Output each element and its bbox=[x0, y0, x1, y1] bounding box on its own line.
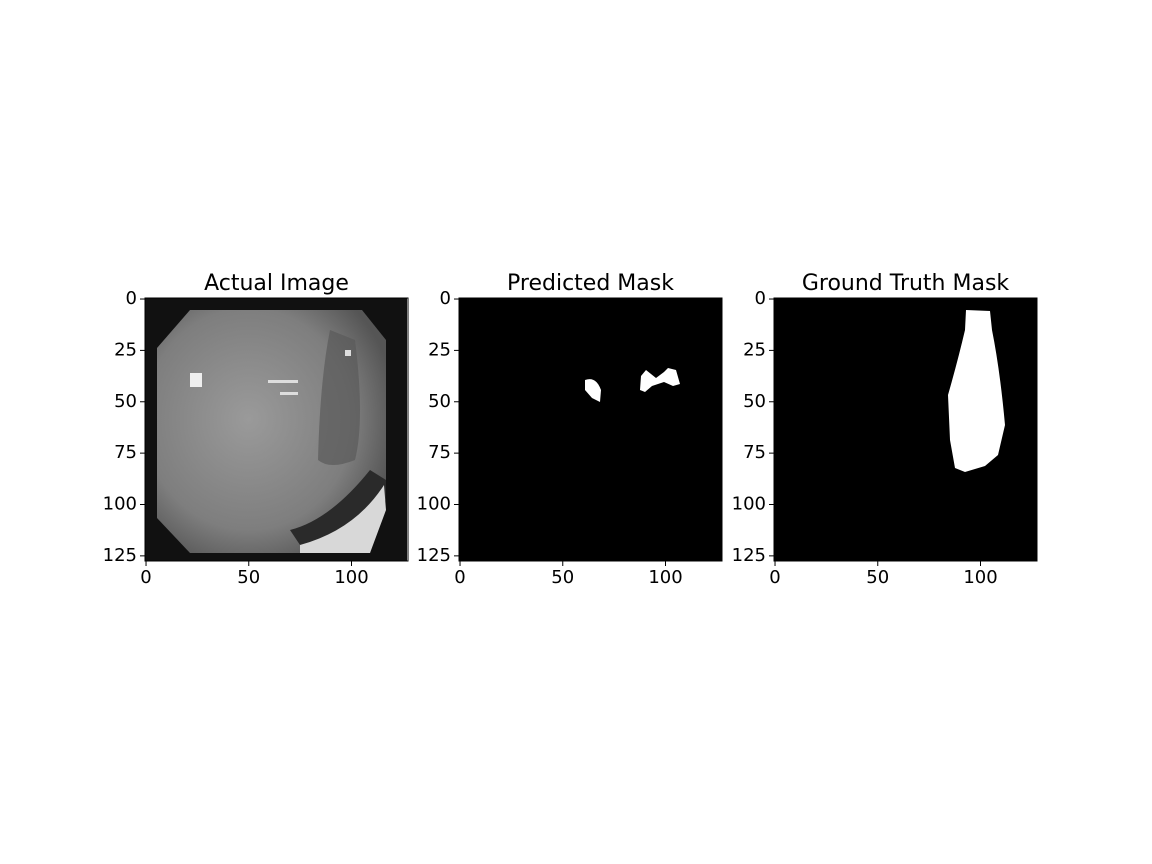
y-tick-label: 0 bbox=[440, 288, 451, 309]
y-tick-label: 100 bbox=[417, 493, 451, 514]
x-tick-label: 50 bbox=[551, 567, 574, 588]
x-tick-label: 50 bbox=[237, 567, 260, 588]
y-tick-label: 0 bbox=[126, 288, 137, 309]
y-tick-label: 50 bbox=[743, 391, 766, 412]
axes-frame bbox=[144, 297, 409, 562]
y-tick-label: 50 bbox=[428, 391, 451, 412]
x-tick-label: 0 bbox=[454, 567, 465, 588]
y-tick-label: 75 bbox=[428, 442, 451, 463]
x-tick-label: 0 bbox=[769, 567, 780, 588]
panel-title: Actual Image bbox=[204, 271, 349, 296]
image-ground-truth bbox=[774, 298, 1037, 561]
y-tick-label: 75 bbox=[114, 442, 137, 463]
y-tick-label: 100 bbox=[732, 493, 766, 514]
y-tick-label: 125 bbox=[732, 545, 766, 566]
y-tick-label: 125 bbox=[103, 545, 137, 566]
axes-frame bbox=[773, 297, 1038, 562]
x-tick-label: 100 bbox=[648, 567, 682, 588]
image-predicted bbox=[459, 298, 722, 561]
y-tick-label: 25 bbox=[114, 339, 137, 360]
y-tick-label: 50 bbox=[114, 391, 137, 412]
x-tick-label: 100 bbox=[334, 567, 368, 588]
y-tick-label: 25 bbox=[428, 339, 451, 360]
y-tick-label: 0 bbox=[755, 288, 766, 309]
y-tick-label: 75 bbox=[743, 442, 766, 463]
panel-title: Predicted Mask bbox=[507, 271, 674, 296]
y-tick-label: 100 bbox=[103, 493, 137, 514]
y-tick-label: 125 bbox=[417, 545, 451, 566]
x-tick-label: 0 bbox=[140, 567, 151, 588]
image-actual bbox=[145, 298, 407, 561]
panel-title: Ground Truth Mask bbox=[802, 271, 1010, 296]
x-tick-label: 100 bbox=[963, 567, 997, 588]
x-tick-label: 50 bbox=[866, 567, 889, 588]
y-tick-label: 25 bbox=[743, 339, 766, 360]
axes-frame bbox=[458, 297, 723, 562]
